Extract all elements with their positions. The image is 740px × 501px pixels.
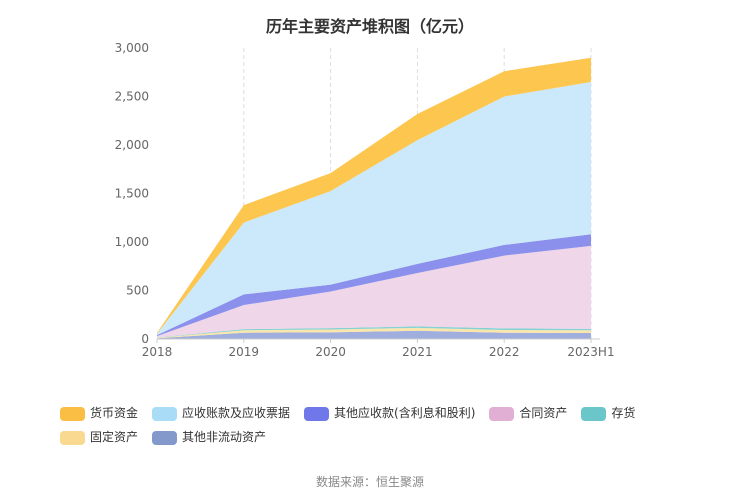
legend-item-4[interactable]: 存货 (581, 406, 635, 421)
stacked-area-chart: 0 500 1,000 1,500 2,000 2,500 3,000 2018 2019 202… (115, 41, 615, 359)
y-tick-label: 3,000 (115, 41, 149, 55)
legend-item-0[interactable]: 货币资金 (60, 406, 138, 421)
y-tick-label: 2,500 (115, 90, 149, 104)
legend-swatch (304, 406, 330, 421)
y-tick-label: 2,000 (115, 138, 149, 152)
chart-title: 历年主要资产堆积图（亿元） (265, 17, 474, 36)
series-area-6 (157, 330, 591, 339)
x-tick-label: 2023H1 (567, 345, 614, 359)
legend-label: 存货 (611, 406, 636, 420)
data-source: 数据来源：恒生聚源 (315, 475, 424, 489)
y-tick-label: 1,500 (115, 187, 149, 201)
y-tick-label: 1,000 (115, 235, 149, 249)
legend-swatch (581, 406, 607, 421)
legend-label: 合同资产 (519, 406, 568, 420)
legend-swatch (60, 430, 85, 445)
legend-label: 应收账款及应收票据 (182, 406, 291, 420)
series-area-1 (157, 81, 591, 336)
x-tick-label: 2019 (229, 345, 260, 359)
legend-item-1[interactable]: 应收账款及应收票据 (152, 406, 290, 421)
series-area-5 (157, 327, 591, 339)
series-area-4 (157, 326, 591, 338)
legend-label: 货币资金 (90, 406, 139, 420)
x-tick-label: 2018 (142, 345, 173, 359)
legend-label: 其他应收款(含利息和股利) (334, 406, 476, 420)
series-area-0 (157, 57, 591, 334)
x-tick-label: 2020 (315, 345, 346, 359)
y-tick-label: 0 (141, 332, 149, 346)
legend-item-3[interactable]: 合同资产 (489, 406, 567, 421)
series-area-2 (157, 234, 591, 337)
legend-swatch (152, 430, 178, 445)
legend-item-2[interactable]: 其他应收款(含利息和股利) (304, 406, 475, 421)
y-tick-label: 500 (126, 284, 149, 298)
legend-swatch (60, 406, 85, 421)
legend-label: 其他非流动资产 (182, 430, 267, 444)
legend-item-5[interactable]: 固定资产 (60, 430, 138, 445)
legend-label: 固定资产 (90, 430, 139, 444)
legend-swatch (489, 406, 515, 421)
legend-swatch (152, 406, 178, 421)
x-tick-label: 2021 (402, 345, 433, 359)
series-area-3 (157, 245, 591, 338)
chart-legend: 货币资金 应收账款及应收票据 其他应收款(含利息和股利) 合同资产 存货固定资产 其他非流… (60, 406, 680, 445)
x-tick-label: 2022 (489, 345, 520, 359)
legend-item-6[interactable]: 其他非流动资产 (152, 430, 266, 445)
